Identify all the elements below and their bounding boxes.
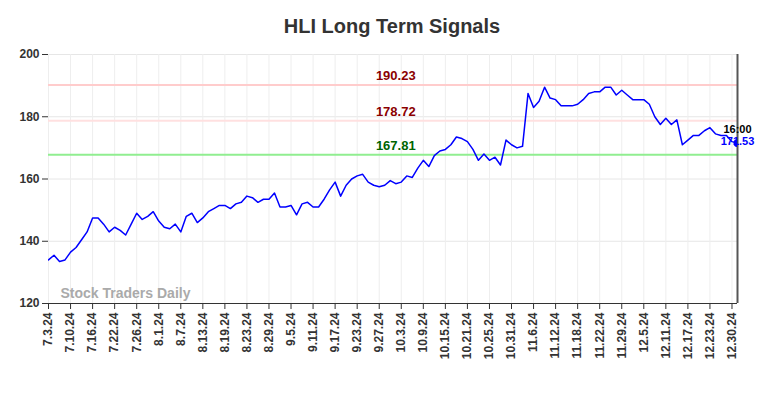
svg-text:160: 160 [19, 172, 39, 186]
svg-text:120: 120 [19, 296, 39, 310]
svg-text:10.21.24: 10.21.24 [460, 312, 474, 359]
svg-text:10.9.24: 10.9.24 [416, 312, 430, 352]
svg-text:11.18.24: 11.18.24 [570, 312, 584, 358]
svg-text:11.12.24: 11.12.24 [548, 312, 562, 358]
svg-text:8.13.24: 8.13.24 [196, 312, 210, 352]
svg-text:7.26.24: 7.26.24 [130, 312, 144, 352]
svg-text:200: 200 [19, 47, 39, 61]
svg-text:10.25.24: 10.25.24 [482, 312, 496, 359]
svg-text:12.30.24: 12.30.24 [725, 312, 739, 359]
svg-text:7.3.24: 7.3.24 [41, 312, 55, 346]
svg-text:140: 140 [19, 234, 39, 248]
svg-text:7.16.24: 7.16.24 [85, 312, 99, 352]
html-text:HLI Long Term Signals: HLI Long Term Signals [283, 15, 501, 37]
svg-text:12.23.24: 12.23.24 [703, 312, 717, 359]
svg-text:9.17.24: 9.17.24 [328, 312, 342, 352]
svg-text:171.53: 171.53 [721, 135, 755, 147]
svg-text:8.19.24: 8.19.24 [218, 312, 232, 352]
svg-text:9.23.24: 9.23.24 [350, 312, 364, 352]
svg-text:9.11.24: 9.11.24 [306, 312, 320, 352]
svg-text:7.10.24: 7.10.24 [63, 312, 77, 352]
svg-text:10.15.24: 10.15.24 [438, 312, 452, 359]
svg-text:10.3.24: 10.3.24 [394, 312, 408, 352]
svg-text:11.29.24: 11.29.24 [615, 312, 629, 358]
svg-text:180: 180 [19, 110, 39, 124]
svg-text:8.23.24: 8.23.24 [240, 312, 254, 352]
svg-text:10.31.24: 10.31.24 [504, 312, 518, 359]
svg-text:Stock Traders Daily: Stock Traders Daily [61, 285, 191, 301]
svg-text:12.5.24: 12.5.24 [637, 312, 651, 352]
svg-text:8.29.24: 8.29.24 [262, 312, 276, 352]
svg-text:7.22.24: 7.22.24 [107, 312, 121, 352]
svg-text:8.7.24: 8.7.24 [174, 312, 188, 346]
svg-text:12.17.24: 12.17.24 [681, 312, 695, 359]
svg-text:190.23: 190.23 [376, 68, 416, 83]
svg-text:16:00: 16:00 [723, 123, 751, 135]
svg-text:178.72: 178.72 [376, 104, 416, 119]
svg-text:11.22.24: 11.22.24 [593, 312, 607, 358]
svg-text:12.11.24: 12.11.24 [659, 312, 673, 358]
svg-text:9.5.24: 9.5.24 [284, 312, 298, 346]
svg-text:11.6.24: 11.6.24 [526, 312, 540, 352]
svg-text:8.1.24: 8.1.24 [152, 312, 166, 346]
svg-text:9.27.24: 9.27.24 [372, 312, 386, 352]
svg-text:167.81: 167.81 [376, 138, 416, 153]
